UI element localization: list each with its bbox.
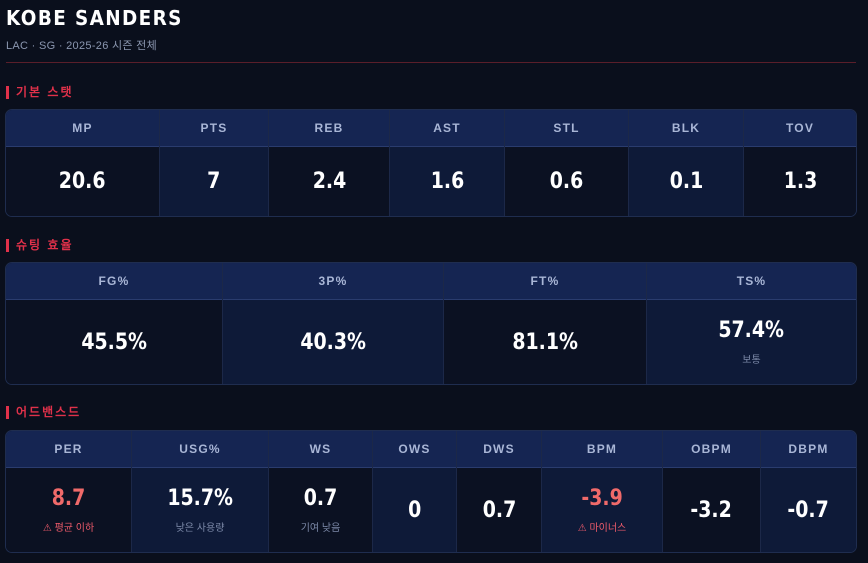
stat-label: OBPM: [663, 431, 760, 468]
stat-col-ft: FT% 81.1%: [444, 263, 647, 384]
stat-col-ts: TS% 57.4% 보통: [647, 263, 856, 384]
stat-col-3p: 3P% 40.3%: [223, 263, 444, 384]
basic-stats-table: MP 20.6 PTS 7 REB 2.4 AST 1.6 STL 0.6 BL…: [5, 109, 857, 217]
stat-label: OWS: [373, 431, 456, 468]
stat-value: 20.6: [59, 169, 106, 194]
stat-value: -0.7: [787, 497, 830, 523]
stat-value: 0: [407, 497, 422, 523]
stat-col-tov: TOV 1.3: [744, 110, 856, 216]
stat-label: TS%: [647, 263, 856, 300]
stat-col-stl: STL 0.6: [505, 110, 629, 216]
stat-value: 2.4: [312, 169, 346, 194]
section-title-basic: 기본 스탯: [6, 86, 74, 99]
player-header: KOBE SANDERS LAC · SG · 2025-26 시즌 전체: [6, 6, 856, 53]
stat-col-dws: DWS 0.7: [457, 431, 542, 552]
stat-value: 0.7: [303, 486, 338, 511]
stat-col-bpm: BPM -3.9 ⚠ 마이너스: [542, 431, 663, 552]
stat-label: PER: [6, 431, 131, 468]
stat-label: MP: [6, 110, 159, 147]
stat-value: 7: [207, 169, 221, 194]
stat-label: FG%: [6, 263, 222, 300]
section-title-advanced: 어드밴스드: [6, 406, 81, 419]
stat-label: BLK: [629, 110, 743, 147]
stat-col-per: PER 8.7 ⚠ 평균 이하: [6, 431, 132, 552]
stat-col-ws: WS 0.7 기여 낮음: [269, 431, 373, 552]
stat-note: ⚠ 평균 이하: [42, 523, 95, 534]
stat-col-fg: FG% 45.5%: [6, 263, 223, 384]
stat-label: 3P%: [223, 263, 443, 300]
stat-label: BPM: [542, 431, 662, 468]
stat-label: WS: [269, 431, 372, 468]
stat-value: 0.6: [549, 169, 584, 194]
stat-label: TOV: [744, 110, 856, 147]
stat-col-reb: REB 2.4: [269, 110, 390, 216]
stat-value: -3.9: [581, 486, 623, 511]
player-name: KOBE SANDERS: [6, 6, 183, 30]
stat-note: ⚠ 마이너스: [577, 523, 627, 534]
stat-value: 40.3%: [300, 329, 366, 355]
stat-label: DWS: [457, 431, 541, 468]
stat-value: 1.6: [430, 169, 464, 194]
stat-col-ows: OWS 0: [373, 431, 457, 552]
stat-value: 1.3: [783, 169, 817, 194]
stat-col-usg: USG% 15.7% 낮은 사용량: [132, 431, 269, 552]
stat-note: 낮은 사용량: [175, 523, 225, 534]
stat-value: 0.7: [482, 497, 516, 523]
stat-col-blk: BLK 0.1: [629, 110, 744, 216]
stat-label: REB: [269, 110, 389, 147]
advanced-stats-table: PER 8.7 ⚠ 평균 이하 USG% 15.7% 낮은 사용량 WS 0.7…: [5, 430, 857, 553]
stat-label: STL: [505, 110, 628, 147]
stat-value: 57.4%: [718, 318, 785, 343]
stat-col-pts: PTS 7: [160, 110, 269, 216]
stat-value: 8.7: [51, 486, 86, 511]
stat-note: 기여 낮음: [300, 523, 341, 534]
stat-label: PTS: [160, 110, 268, 147]
player-meta: LAC · SG · 2025-26 시즌 전체: [6, 40, 158, 52]
stat-label: USG%: [132, 431, 268, 468]
stat-value: 15.7%: [167, 486, 233, 511]
stat-value: 0.1: [669, 169, 703, 194]
stat-value: -3.2: [690, 497, 733, 523]
stat-col-dbpm: DBPM -0.7: [761, 431, 856, 552]
stat-note: 보통: [742, 355, 761, 366]
shooting-stats-table: FG% 45.5% 3P% 40.3% FT% 81.1% TS% 57.4% …: [5, 262, 857, 385]
stat-col-mp: MP 20.6: [6, 110, 160, 216]
stat-label: FT%: [444, 263, 646, 300]
stat-value: 81.1%: [512, 329, 578, 355]
header-divider: [6, 62, 856, 63]
stat-col-ast: AST 1.6: [390, 110, 505, 216]
stat-value: 45.5%: [81, 329, 147, 355]
stat-col-obpm: OBPM -3.2: [663, 431, 761, 552]
stat-label: DBPM: [761, 431, 856, 468]
section-title-shooting: 슈팅 효율: [6, 239, 74, 252]
stat-label: AST: [390, 110, 504, 147]
